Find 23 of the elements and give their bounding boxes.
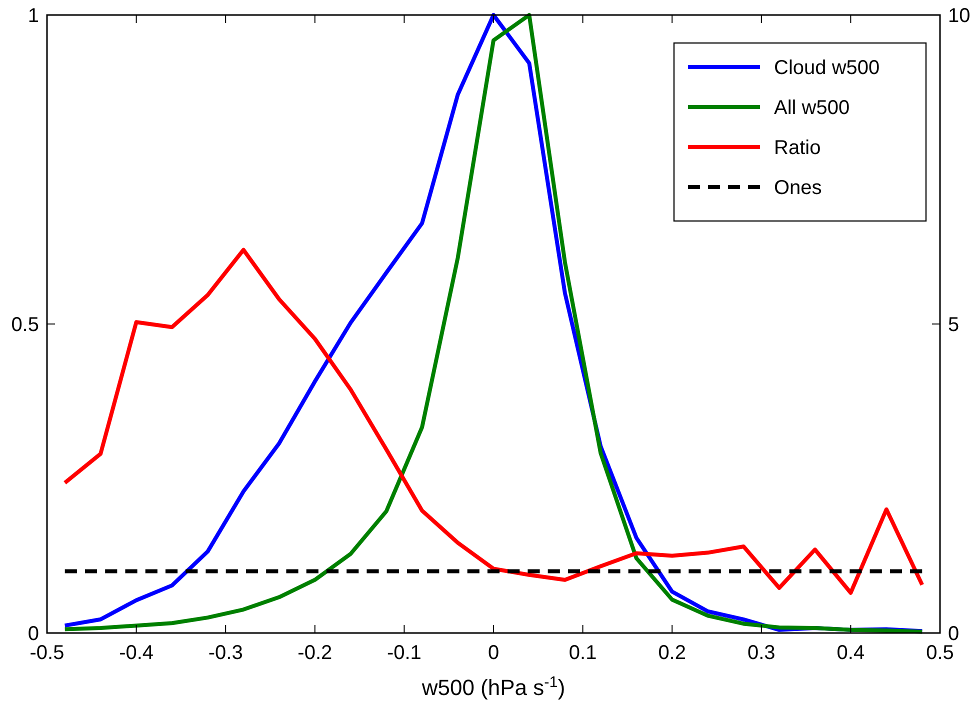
y2-tick-label: 0	[948, 623, 960, 645]
x-tick-label: 0.1	[568, 642, 597, 664]
x-tick-label: 0.4	[836, 642, 865, 664]
x-tick-label: -0.5	[30, 642, 64, 664]
y2-tick-label: 5	[948, 314, 960, 336]
legend-label: All w500	[774, 97, 850, 119]
line-series	[62, 248, 924, 595]
y-tick-label: 0	[28, 623, 39, 645]
x-tick-label: -0.2	[298, 642, 332, 664]
legend-label: Ones	[774, 177, 822, 199]
legend-label: Ratio	[774, 137, 821, 159]
y-tick-label: 1	[28, 5, 39, 27]
y-tick-label: 0.5	[11, 314, 39, 336]
x-tick-label: 0.5	[926, 642, 954, 664]
x-axis-title: w500 (hPa s$^{-1}$)	[420, 674, 566, 700]
x-tick-label: -0.3	[208, 642, 243, 664]
x-tick-label: 0.3	[747, 642, 776, 664]
x-tick-label: -0.1	[386, 642, 422, 664]
legend-label: Cloud w500	[774, 57, 880, 79]
x-tick-label: 0.2	[658, 642, 686, 664]
y2-tick-label: 10	[948, 5, 970, 27]
x-tick-label: -0.4	[119, 642, 154, 664]
x-tick-label: 0	[488, 642, 500, 664]
